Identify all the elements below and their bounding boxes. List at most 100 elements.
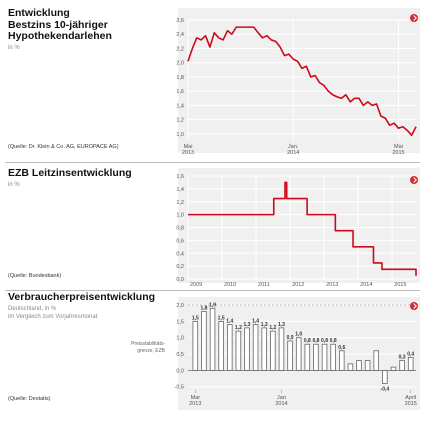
y-tick-label: 0,8 [176, 226, 184, 232]
data-label: 0,8 [330, 338, 337, 344]
y-tick-label: 0,6 [176, 238, 184, 244]
series-line [187, 26, 417, 137]
x-tick-label: 2015 [394, 282, 406, 288]
x-tick-label: 2014 [287, 150, 299, 156]
arrow-right-icon[interactable] [410, 176, 418, 184]
series-line [188, 181, 417, 276]
panel-source: (Quelle: Dr. Klein & Co. AG, EUROPACE AG… [8, 144, 119, 150]
data-label: 1,4 [252, 319, 259, 325]
chart-area: 0,0 0,2 0,4 0,6 0,8 1,0 1,2 1,4 1,6 2009 2010 2011 2… [176, 168, 420, 288]
x-tick-label: 2015 [392, 150, 404, 156]
panel-title: Entwicklung Bestzins 10-jähriger Hypothe… [8, 7, 112, 42]
panel-unit: in % [8, 44, 20, 51]
y-tick-label: 0,0 [176, 368, 184, 374]
mortgage-rate-panel: Entwicklung Bestzins 10-jähriger Hypothe… [5, 7, 420, 161]
x-tick-label: Jan [277, 395, 286, 401]
bar [373, 350, 380, 371]
bar [313, 343, 319, 371]
data-label: 1,5 [192, 315, 199, 321]
bar [209, 307, 216, 371]
data-label: 0,9 [287, 335, 294, 341]
y-tick-label: 2,4 [176, 32, 184, 38]
data-label: 1,0 [295, 332, 302, 338]
x-tick-label: 2015 [405, 401, 417, 407]
data-label: 1,9 [209, 302, 216, 308]
chart-area: -0,5 0,0 0,5 1,0 1,5 2,0 1,5 1,8 1,9 1,5 1,4 1,2 1,3… [175, 297, 420, 410]
data-label: 1,2 [269, 325, 276, 331]
x-tick-label: Jan. [288, 144, 299, 150]
y-tick-label: 1,8 [176, 75, 184, 81]
y-tick-label: 2,2 [176, 46, 184, 52]
x-tick-label: Mai [184, 144, 193, 150]
panel-unit: Deutschland, in % im Vergleich zum Vorja… [8, 305, 98, 320]
y-tick-label: 1,2 [176, 118, 184, 124]
bar [201, 311, 207, 371]
data-label: 1,8 [200, 306, 207, 312]
bar [338, 350, 345, 371]
bar [347, 363, 354, 371]
y-tick-label: 0,4 [176, 251, 184, 257]
data-label: 0,3 [399, 355, 406, 361]
panel-title: Verbraucherpreisentwicklung [8, 291, 156, 303]
bar [407, 356, 414, 371]
y-tick-label: 1,2 [176, 200, 184, 206]
bar [399, 360, 405, 371]
data-label: 1,5 [218, 315, 225, 321]
bar [192, 320, 199, 371]
panel-source: (Quelle: Destatis) [8, 396, 51, 402]
data-label: 0,8 [304, 338, 311, 344]
data-label: 0,8 [312, 338, 319, 344]
data-label: 1,4 [226, 319, 233, 325]
bar [321, 343, 328, 371]
y-tick-label: 1,5 [176, 319, 184, 325]
bar [356, 360, 362, 371]
mortgage-rate-chart: 1,01,21,41,61,82,02,22,42,6Mai2013Jan.20… [176, 18, 417, 156]
x-tick-label: 2013 [326, 282, 338, 288]
ecb-rate-chart: 0,0 0,2 0,4 0,6 0,8 1,0 1,2 1,4 1,6 2009 2010 2011 2… [176, 174, 417, 288]
ecb-rate-panel: EZB Leitzinsentwicklung in % (Quelle: Bu… [5, 165, 420, 289]
arrow-right-icon[interactable] [410, 14, 418, 22]
panel-title: EZB Leitzinsentwicklung [8, 167, 132, 179]
divider [5, 290, 420, 291]
bar [218, 320, 224, 371]
y-tick-label: 0,0 [176, 277, 184, 283]
bar [364, 360, 371, 371]
y-tick-label: 1,6 [176, 89, 184, 95]
x-tick-label: Mar [191, 395, 201, 401]
y-tick-label: 0,5 [176, 352, 184, 358]
y-tick-label: 1,4 [176, 187, 184, 193]
data-label: 0,6 [338, 345, 345, 351]
data-label: 0,8 [321, 338, 328, 344]
panel-unit: in % [8, 181, 20, 188]
x-tick-label: Mai [394, 144, 403, 150]
x-tick-label: 2011 [258, 282, 270, 288]
panel-source: (Quelle: Bundesbank) [8, 273, 62, 279]
y-tick-label: 2,0 [176, 303, 184, 309]
x-tick-label: 2013 [182, 150, 194, 156]
bar [270, 330, 276, 371]
y-tick-label: 2,0 [176, 61, 184, 67]
data-label: 1,2 [235, 325, 242, 331]
bar [227, 324, 233, 371]
bar [330, 343, 336, 371]
bar [244, 327, 250, 371]
data-label: -0,4 [381, 386, 390, 392]
y-tick-label: -0,5 [175, 385, 184, 391]
data-label: 1,3 [261, 322, 268, 328]
inflation-panel: Verbraucherpreisentwicklung Deutschland,… [5, 291, 420, 417]
y-tick-label: 0,2 [176, 264, 184, 270]
arrow-right-icon[interactable] [410, 302, 418, 310]
x-tick-label: 2014 [275, 401, 287, 407]
data-label: 0,4 [407, 351, 414, 357]
x-tick-label: 2009 [190, 282, 202, 288]
x-tick-label: 2013 [189, 401, 201, 407]
x-tick-label: 2010 [224, 282, 236, 288]
y-tick-label: 1,6 [176, 174, 184, 180]
y-tick-label: 1,0 [176, 336, 184, 342]
bar [287, 340, 293, 371]
y-tick-label: 2,6 [176, 18, 184, 24]
bar [278, 327, 285, 371]
x-tick-label: April [405, 395, 416, 401]
bar [304, 343, 311, 371]
bar [252, 324, 259, 371]
